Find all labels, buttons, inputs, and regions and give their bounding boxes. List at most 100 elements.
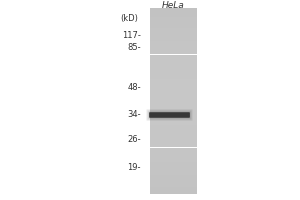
Bar <box>150 86 196 88</box>
FancyBboxPatch shape <box>147 110 192 120</box>
Bar <box>150 41 196 43</box>
FancyBboxPatch shape <box>146 109 193 121</box>
Bar <box>150 27 196 28</box>
Bar <box>150 77 196 79</box>
Bar <box>150 90 196 92</box>
Bar <box>150 183 196 185</box>
Bar <box>150 107 196 108</box>
Bar <box>150 190 196 192</box>
Bar <box>150 155 196 157</box>
Bar <box>150 97 196 99</box>
Bar <box>150 92 196 94</box>
Bar <box>150 105 196 107</box>
Bar <box>150 170 196 172</box>
Bar <box>150 38 196 40</box>
Bar <box>150 34 196 36</box>
Bar <box>150 15 196 17</box>
Bar <box>150 10 196 12</box>
Bar <box>150 120 196 121</box>
Bar <box>150 177 196 179</box>
Bar <box>150 17 196 19</box>
Bar <box>150 129 196 131</box>
Bar <box>150 28 196 30</box>
Text: (kD): (kD) <box>120 15 138 23</box>
Bar <box>150 116 196 118</box>
FancyBboxPatch shape <box>149 112 190 118</box>
Bar <box>150 88 196 90</box>
Text: 85-: 85- <box>128 43 141 51</box>
Bar <box>150 174 196 175</box>
Bar <box>150 168 196 170</box>
Bar <box>150 166 196 168</box>
Bar <box>150 187 196 188</box>
Bar <box>150 47 196 49</box>
Bar <box>150 157 196 159</box>
Bar <box>150 161 196 162</box>
Bar <box>150 62 196 64</box>
Bar <box>150 185 196 187</box>
Bar <box>150 53 196 54</box>
Bar <box>150 179 196 181</box>
Bar <box>150 192 196 194</box>
Bar <box>150 71 196 73</box>
Bar <box>150 148 196 149</box>
Bar <box>150 40 196 41</box>
Bar <box>150 68 196 69</box>
Bar <box>150 12 196 14</box>
Bar <box>150 188 196 190</box>
Bar <box>150 138 196 140</box>
Bar <box>150 99 196 101</box>
Bar <box>150 21 196 23</box>
Bar <box>150 81 196 82</box>
Bar <box>150 125 196 127</box>
Bar <box>150 121 196 123</box>
Bar <box>150 175 196 177</box>
Bar <box>150 25 196 27</box>
Bar <box>150 110 196 112</box>
Bar <box>150 114 196 116</box>
Bar <box>150 84 196 86</box>
Bar <box>150 101 196 103</box>
Bar <box>150 134 196 136</box>
Bar <box>150 66 196 68</box>
Bar <box>150 14 196 15</box>
Bar <box>150 95 196 97</box>
Bar <box>150 73 196 75</box>
Bar <box>150 159 196 161</box>
Bar <box>150 131 196 133</box>
Bar <box>150 30 196 32</box>
Bar <box>150 19 196 21</box>
Bar <box>150 118 196 120</box>
Bar <box>150 64 196 66</box>
Text: 26-: 26- <box>128 134 141 144</box>
Bar <box>150 94 196 95</box>
Bar <box>150 153 196 155</box>
Bar <box>150 36 196 38</box>
Bar <box>150 127 196 129</box>
Text: 117-: 117- <box>122 30 141 40</box>
Text: 19-: 19- <box>128 162 141 171</box>
Bar <box>150 58 196 60</box>
Bar <box>150 75 196 77</box>
Bar <box>150 108 196 110</box>
Text: 48-: 48- <box>128 82 141 92</box>
Bar <box>150 162 196 164</box>
Bar <box>150 112 196 114</box>
Bar <box>150 164 196 166</box>
Bar <box>150 32 196 34</box>
Bar <box>150 43 196 45</box>
Text: HeLa: HeLa <box>162 0 184 9</box>
Bar <box>150 79 196 81</box>
Bar <box>150 69 196 71</box>
FancyBboxPatch shape <box>148 111 191 119</box>
Bar <box>150 136 196 138</box>
Bar <box>150 151 196 153</box>
Bar <box>150 144 196 146</box>
Bar <box>150 45 196 47</box>
Bar <box>150 140 196 142</box>
Bar <box>150 23 196 25</box>
Bar <box>150 142 196 144</box>
Bar <box>150 51 196 53</box>
Bar <box>150 172 196 174</box>
Text: 34-: 34- <box>128 110 141 119</box>
